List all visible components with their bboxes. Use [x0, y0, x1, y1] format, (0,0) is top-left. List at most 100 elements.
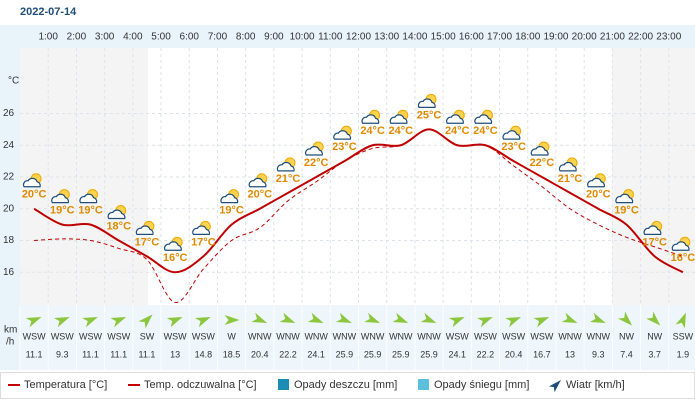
wind-arrow-shape: [251, 312, 268, 324]
wind-speed: 14.8: [195, 349, 213, 359]
wind-direction: WSW: [164, 331, 187, 341]
wind-arrow-shape: [194, 316, 211, 328]
y-tick-label: 26: [3, 108, 15, 119]
weather-icon: [643, 220, 663, 235]
wind-arrow: [448, 316, 465, 328]
wind-unit: /h: [6, 337, 14, 348]
weather-icon: [587, 173, 606, 188]
wind-arrow-shape: [448, 316, 465, 328]
wind-arrow-shape: [307, 312, 324, 324]
wind-direction: WSW: [502, 331, 525, 341]
wind-arrow-shape: [25, 316, 42, 328]
value-label: 21°C: [558, 173, 583, 185]
wind-speed: 18.5: [223, 349, 241, 359]
value-label: 18°C: [106, 220, 131, 232]
weather-icon: [474, 109, 493, 124]
wind-arrow: [392, 312, 409, 324]
wind-arrow-shape: [166, 316, 183, 328]
wind-arrow-shape: [589, 312, 606, 324]
wind-direction: WNW: [558, 331, 582, 341]
wind-arrow: [279, 312, 296, 324]
wind-speed: 11.1: [139, 349, 156, 359]
chart-title: 2022-07-14: [20, 6, 77, 18]
wind-speed: 11.1: [26, 349, 43, 359]
wind-speed: 11.1: [110, 349, 127, 359]
legend-label: Wiatr [km/h]: [566, 379, 625, 391]
x-tick-label: 3:00: [95, 32, 115, 43]
wind-arrow-shape: [82, 316, 98, 328]
wind-arrow-shape: [224, 315, 240, 325]
weather-icon: [51, 189, 70, 204]
weather-icon: [361, 109, 381, 124]
wind-direction: WNW: [276, 331, 300, 341]
wind-direction: WNW: [248, 331, 272, 341]
wind-arrow: [589, 312, 606, 324]
value-label: 19°C: [50, 205, 75, 217]
wind-arrow: [336, 312, 352, 324]
icon-cloud: [643, 225, 662, 235]
value-label: 23°C: [332, 141, 357, 153]
wind-arrow-shape: [336, 312, 352, 324]
wind-arrow: [307, 312, 324, 324]
value-label: 20°C: [247, 189, 272, 201]
y-tick-label: 20: [3, 203, 15, 214]
wind-speed: 24.1: [448, 349, 466, 359]
weather-icon: [558, 157, 578, 172]
y-tick-label: 18: [3, 235, 15, 246]
icon-cloud: [79, 193, 98, 204]
icon-cloud: [417, 98, 436, 108]
value-label: 16°C: [671, 252, 695, 264]
weather-icon: [333, 125, 352, 140]
wind-arrow-shape: [364, 312, 380, 324]
wind-arrow-shape: [505, 316, 522, 328]
legend-swatch: [418, 379, 429, 390]
weather-icon: [417, 93, 437, 108]
icon-cloud: [22, 177, 41, 188]
wind-speed: 25.9: [392, 349, 410, 359]
wind-direction: WNW: [587, 331, 611, 341]
icon-cloud: [276, 161, 295, 172]
value-label: 24°C: [389, 125, 414, 137]
value-label: 19°C: [219, 205, 244, 217]
wind-speed: 13: [170, 349, 180, 359]
wind-speed: 11.1: [82, 349, 99, 359]
wind-direction: NW: [647, 331, 662, 341]
wind-arrow-shape: [617, 311, 633, 326]
x-tick-label: 17:00: [487, 32, 512, 43]
weather-icon: [615, 189, 634, 204]
wind-arrow: [364, 312, 380, 324]
x-tick-label: 18:00: [515, 32, 540, 43]
wind-direction: SSW: [673, 331, 694, 341]
wind-arrow-shape: [392, 312, 409, 324]
wind-direction: WSW: [51, 331, 74, 341]
x-tick-label: 5:00: [151, 32, 171, 43]
value-label: 17°C: [135, 236, 160, 248]
weather-icon: [446, 109, 465, 124]
wind-speed: 16.7: [533, 349, 551, 359]
y-tick-label: 22: [3, 172, 15, 183]
wind-speed: 9.3: [592, 349, 605, 359]
wind-arrow-shape: [675, 312, 686, 329]
wind-arrow: [617, 311, 633, 326]
wind-speed: 13: [565, 349, 575, 359]
icon-cloud: [615, 193, 634, 204]
wind-speed: 25.9: [420, 349, 438, 359]
wind-arrow-shape: [53, 316, 70, 328]
x-tick-label: 6:00: [180, 32, 200, 43]
night-shade: [20, 48, 148, 305]
wind-arrow: [533, 316, 550, 328]
weather-icon: [276, 157, 296, 172]
wind-direction: WNW: [417, 331, 441, 341]
value-label: 20°C: [586, 189, 611, 201]
wind-unit: km: [4, 325, 17, 336]
series-line: [34, 128, 684, 303]
weather-icon: [389, 109, 409, 124]
wind-arrow-shape: [477, 316, 493, 328]
wind-arrow-shape: [110, 316, 127, 328]
icon-cloud: [333, 130, 352, 140]
wind-arrow: [138, 314, 153, 329]
x-tick-label: 4:00: [123, 32, 143, 43]
wind-arrow: [646, 311, 661, 326]
x-tick-label: 11:00: [318, 32, 343, 43]
wind-speed: 9.3: [56, 349, 69, 359]
